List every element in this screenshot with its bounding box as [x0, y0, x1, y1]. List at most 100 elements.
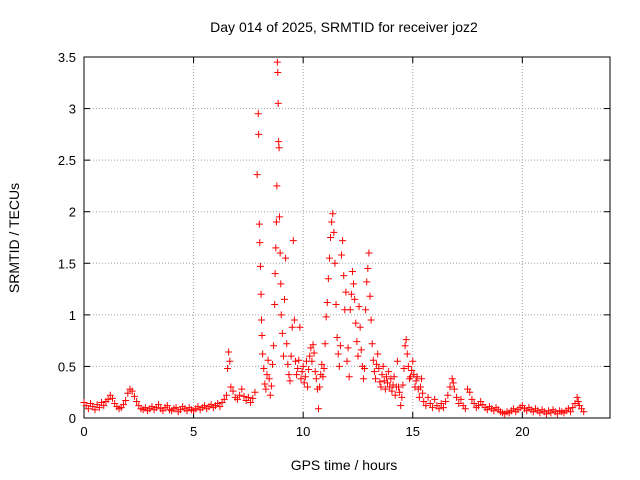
data-point — [133, 397, 141, 405]
data-point — [324, 275, 332, 283]
data-point — [426, 400, 434, 408]
data-point — [281, 295, 289, 303]
data-point — [340, 272, 348, 280]
data-point — [275, 213, 283, 221]
data-point — [275, 144, 283, 152]
data-point — [172, 404, 180, 412]
data-point — [399, 381, 407, 389]
data-point — [272, 244, 280, 252]
data-point — [371, 375, 379, 383]
data-point — [259, 350, 267, 358]
data-point — [282, 254, 290, 262]
data-point — [422, 402, 430, 410]
data-point — [270, 342, 278, 350]
grid — [84, 57, 610, 418]
data-point — [272, 218, 280, 226]
data-point — [365, 249, 373, 257]
data-point — [347, 290, 355, 298]
data-point — [338, 251, 346, 259]
data-point — [327, 234, 335, 241]
data-point — [354, 352, 362, 360]
data-point — [108, 394, 116, 402]
data-point — [291, 357, 299, 365]
data-point — [353, 338, 361, 346]
data-point — [373, 360, 381, 368]
data-point — [260, 364, 268, 372]
data-point — [316, 383, 324, 391]
y-tick-label: 1 — [69, 308, 76, 323]
x-tick-label: 0 — [80, 424, 87, 439]
x-tick-label: 10 — [296, 424, 310, 439]
data-point — [273, 182, 281, 190]
data-point — [238, 385, 246, 393]
data-point — [261, 380, 269, 388]
data-point — [293, 371, 301, 379]
data-point — [437, 400, 445, 408]
data-point — [253, 171, 261, 179]
data-point — [339, 237, 347, 245]
data-point — [348, 268, 356, 276]
data-point — [295, 356, 303, 364]
data-point — [344, 344, 352, 352]
data-point — [416, 383, 424, 391]
data-point — [258, 331, 266, 339]
data-point — [289, 237, 297, 245]
data-point — [367, 316, 375, 324]
data-point — [321, 340, 329, 348]
data-point — [468, 395, 476, 403]
data-point — [450, 385, 458, 393]
data-point — [439, 404, 447, 412]
data-point — [428, 404, 436, 412]
data-point — [285, 371, 293, 379]
data-point — [580, 408, 588, 416]
data-point — [265, 375, 273, 383]
data-point — [267, 382, 275, 390]
data-point — [251, 388, 259, 396]
x-axis: 0 5 10 15 20 — [80, 57, 530, 439]
data-point — [310, 349, 318, 357]
data-point — [356, 323, 364, 331]
data-point — [256, 262, 264, 270]
y-tick-label: 2.5 — [58, 153, 76, 168]
data-point — [288, 323, 296, 331]
y-tick-label: 3.5 — [58, 50, 76, 65]
data-point — [318, 360, 326, 368]
data-point — [220, 395, 228, 403]
data-point — [319, 373, 327, 381]
x-tick-label: 20 — [515, 424, 529, 439]
data-point — [401, 342, 409, 350]
x-tick-label: 15 — [406, 424, 420, 439]
data-point — [375, 364, 383, 372]
plot-frame — [83, 56, 611, 419]
chart-title: Day 014 of 2025, SRMTID for receiver joz… — [210, 19, 478, 35]
data-point — [249, 394, 257, 402]
data-point — [222, 391, 230, 399]
data-point — [91, 406, 99, 414]
data-point — [124, 389, 132, 397]
data-point — [332, 301, 340, 309]
data-point — [357, 346, 365, 354]
data-point — [335, 362, 343, 370]
data-point — [442, 397, 450, 405]
data-point — [322, 313, 330, 321]
data-point — [419, 389, 427, 397]
data-point — [455, 400, 463, 408]
data-point — [301, 373, 309, 381]
data-point — [325, 254, 333, 262]
data-point — [283, 340, 291, 348]
data-point — [393, 357, 401, 365]
data-point — [155, 401, 163, 409]
data-point — [461, 405, 469, 413]
data-point — [378, 371, 386, 379]
data-point — [396, 388, 404, 396]
data-point — [95, 404, 103, 412]
data-point — [308, 357, 316, 365]
data-point — [431, 395, 439, 403]
data-point — [466, 388, 474, 396]
data-point — [569, 404, 577, 412]
data-point — [296, 323, 304, 331]
data-point — [284, 360, 292, 368]
data-point — [100, 402, 108, 410]
data-point — [395, 383, 403, 391]
